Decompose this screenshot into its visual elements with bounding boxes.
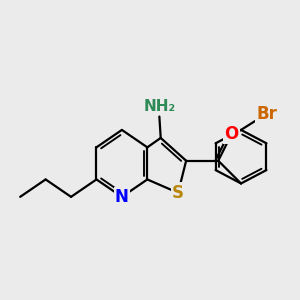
Text: O: O bbox=[224, 125, 239, 143]
Text: S: S bbox=[172, 184, 184, 202]
Text: N: N bbox=[115, 188, 129, 206]
Text: Br: Br bbox=[256, 105, 277, 123]
Text: NH₂: NH₂ bbox=[143, 99, 176, 114]
